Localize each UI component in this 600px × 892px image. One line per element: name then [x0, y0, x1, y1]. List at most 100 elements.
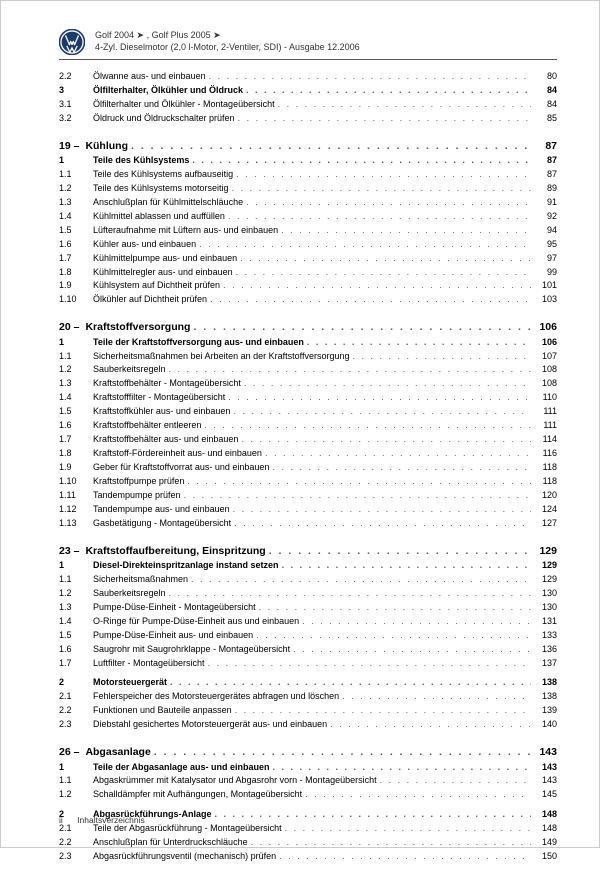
toc-entry-title: Ölkühler auf Dichtheit prüfen: [93, 293, 207, 307]
toc-entry-title: Sauberkeitsregeln: [93, 587, 166, 601]
toc-entry-title: Kraftstoffaufbereitung, Einspritzung: [85, 543, 265, 559]
toc-leader-dots: . . . . . . . . . . . . . . . . . . . . …: [230, 503, 531, 517]
toc-entry-row: 1.7Kraftstoffbehälter aus- und einbauen.…: [59, 433, 557, 447]
toc-leader-dots: . . . . . . . . . . . . . . . . . . . . …: [229, 182, 531, 196]
toc-entry-title: Kraftstoffversorgung: [85, 319, 190, 335]
toc-entry-row: 1.1Abgaskrümmer mit Katalysator und Abga…: [59, 774, 557, 788]
toc-leader-dots: . . . . . . . . . . . . . . . . . . . . …: [304, 336, 531, 350]
toc-entry-page: 149: [531, 836, 557, 850]
toc-entry-row: 2.3Abgasrückführungsventil (mechanisch) …: [59, 850, 557, 864]
footer-page-number: ii: [59, 815, 63, 825]
toc-entry-number: 1.9: [59, 461, 93, 475]
toc-entry-row: 2.3Diebstahl gesichertes Motorsteuergerä…: [59, 718, 557, 732]
toc-entry-title: O-Ringe für Pumpe-Düse-Einheit aus und e…: [93, 615, 299, 629]
toc-entry-number: 1.7: [59, 657, 93, 671]
toc-entry-page: 89: [531, 182, 557, 196]
toc-leader-dots: . . . . . . . . . . . . . . . . . . . . …: [201, 419, 531, 433]
toc-entry-row: 1.4Kühlmittel ablassen und auffüllen. . …: [59, 210, 557, 224]
toc-entry-number: 1: [59, 154, 93, 168]
toc-leader-dots: . . . . . . . . . . . . . . . . . . . . …: [166, 363, 531, 377]
toc-entry-number: 23 –: [59, 543, 79, 559]
header-line-1: Golf 2004 ➤ , Golf Plus 2005 ➤: [95, 30, 360, 42]
toc-entry-title: Ölfilterhalter und Ölkühler - Montageübe…: [93, 98, 275, 112]
toc-leader-dots: . . . . . . . . . . . . . . . . . . . . …: [299, 615, 531, 629]
toc-entry-page: 137: [531, 657, 557, 671]
toc-entry-row: 3.2Öldruck und Öldruckschalter prüfen. .…: [59, 112, 557, 126]
toc-entry-row: 1.1Teile des Kühlsystems aufbauseitig. .…: [59, 168, 557, 182]
toc-chapter-row: 19 –Kühlung. . . . . . . . . . . . . . .…: [59, 138, 557, 154]
toc-entry-page: 84: [531, 98, 557, 112]
toc-entry-number: 2: [59, 676, 93, 690]
toc-leader-dots: . . . . . . . . . . . . . . . . . . . . …: [212, 808, 531, 822]
toc-entry-row: 1.5Kraftstoffkühler aus- und einbauen. .…: [59, 405, 557, 419]
toc-leader-dots: . . . . . . . . . . . . . . . . . . . . …: [167, 676, 531, 690]
toc-entry-row: 1.9Kühlsystem auf Dichtheit prüfen. . . …: [59, 279, 557, 293]
toc-leader-dots: . . . . . . . . . . . . . . . . . . . . …: [269, 461, 531, 475]
toc-leader-dots: . . . . . . . . . . . . . . . . . . . . …: [282, 822, 531, 836]
toc-entry-row: 1.3Anschlußplan für Kühlmittelschläuche.…: [59, 196, 557, 210]
toc-entry-page: 129: [531, 573, 557, 587]
toc-entry-row: 1Diesel-Direkteinspritzanlage instand se…: [59, 559, 557, 573]
toc-leader-dots: . . . . . . . . . . . . . . . . . . . . …: [243, 84, 531, 98]
toc-leader-dots: . . . . . . . . . . . . . . . . . . . . …: [349, 350, 531, 364]
toc-entry-title: Kühlmittelregler aus- und einbauen: [93, 266, 233, 280]
toc-entry-title: Diesel-Direkteinspritzanlage instand set…: [93, 559, 279, 573]
toc-entry-title: Schalldämpfer mit Aufhängungen, Montageü…: [93, 788, 302, 802]
toc-leader-dots: . . . . . . . . . . . . . . . . . . . . …: [151, 744, 531, 760]
toc-entry-page: 143: [531, 761, 557, 775]
toc-leader-dots: . . . . . . . . . . . . . . . . . . . . …: [243, 196, 531, 210]
toc-entry-page: 111: [531, 405, 557, 419]
toc-entry-number: 1.1: [59, 774, 93, 788]
toc-entry-title: Abgaskrümmer mit Katalysator und Abgasro…: [93, 774, 377, 788]
toc-entry-row: 3Ölfilterhalter, Ölkühler und Öldruck. .…: [59, 84, 557, 98]
toc-entry-number: 1.4: [59, 210, 93, 224]
toc-entry-title: Funktionen und Bauteile anpassen: [93, 704, 232, 718]
toc-entry-row: 1.8Kühlmittelregler aus- und einbauen. .…: [59, 266, 557, 280]
toc-entry-title: Sicherheitsmaßnahmen: [93, 573, 188, 587]
toc-leader-dots: . . . . . . . . . . . . . . . . . . . . …: [188, 573, 531, 587]
toc-entry-title: Anschlußplan für Kühlmittelschläuche: [93, 196, 243, 210]
toc-entry-page: 118: [531, 461, 557, 475]
toc-entry-number: 1.4: [59, 391, 93, 405]
toc-entry-row: 1.7Kühlmittelpumpe aus- und einbauen. . …: [59, 252, 557, 266]
toc-entry-page: 148: [531, 822, 557, 836]
toc-entry-page: 87: [531, 154, 557, 168]
toc-entry-number: 26 –: [59, 744, 79, 760]
vw-logo-icon: [59, 29, 85, 55]
toc-entry-number: 1.6: [59, 419, 93, 433]
toc-entry-number: 1.7: [59, 252, 93, 266]
toc-entry-number: 1.10: [59, 475, 93, 489]
header-text: Golf 2004 ➤ , Golf Plus 2005 ➤ 4-Zyl. Di…: [95, 30, 360, 53]
toc-entry-number: 2.2: [59, 836, 93, 850]
toc-entry-page: 143: [531, 744, 557, 760]
toc-entry-row: 1.2Sauberkeitsregeln. . . . . . . . . . …: [59, 587, 557, 601]
toc-entry-row: 1.10Kraftstoffpumpe prüfen. . . . . . . …: [59, 475, 557, 489]
toc-entry-number: 1.10: [59, 293, 93, 307]
toc-entry-number: 19 –: [59, 138, 79, 154]
toc-entry-title: Teile des Kühlsystems motorseitig: [93, 182, 229, 196]
toc-entry-page: 148: [531, 808, 557, 822]
toc-entry-row: 1.4Kraftstofffilter - Montageübersicht. …: [59, 391, 557, 405]
toc-entry-title: Sauberkeitsregeln: [93, 363, 166, 377]
toc-entry-page: 106: [531, 319, 557, 335]
toc-entry-title: Geber für Kraftstoffvorrat aus- und einb…: [93, 461, 269, 475]
toc-entry-page: 143: [531, 774, 557, 788]
toc-entry-title: Tandempumpe aus- und einbauen: [93, 503, 230, 517]
toc-entry-row: 2.2Ölwanne aus- und einbauen. . . . . . …: [59, 70, 557, 84]
toc-leader-dots: . . . . . . . . . . . . . . . . . . . . …: [233, 266, 531, 280]
toc-entry-number: 1.2: [59, 182, 93, 196]
toc-entry-row: 1Teile des Kühlsystems. . . . . . . . . …: [59, 154, 557, 168]
toc-leader-dots: . . . . . . . . . . . . . . . . . . . . …: [270, 761, 531, 775]
toc-entry-number: 1: [59, 336, 93, 350]
toc-entry-title: Kraftstoffbehälter entleeren: [93, 419, 201, 433]
toc-entry-title: Kraftstoffpumpe prüfen: [93, 475, 184, 489]
toc-entry-page: 94: [531, 224, 557, 238]
toc-entry-page: 101: [531, 279, 557, 293]
toc-entry-number: 1.9: [59, 279, 93, 293]
toc-entry-row: 2.2Anschlußplan für Unterdruckschläuche.…: [59, 836, 557, 850]
toc-entry-number: 3: [59, 84, 93, 98]
toc-leader-dots: . . . . . . . . . . . . . . . . . . . . …: [256, 601, 531, 615]
toc-entry-title: Fehlerspeicher des Motorsteuergerätes ab…: [93, 690, 339, 704]
toc-leader-dots: . . . . . . . . . . . . . . . . . . . . …: [128, 138, 531, 154]
toc-leader-dots: . . . . . . . . . . . . . . . . . . . . …: [189, 154, 531, 168]
